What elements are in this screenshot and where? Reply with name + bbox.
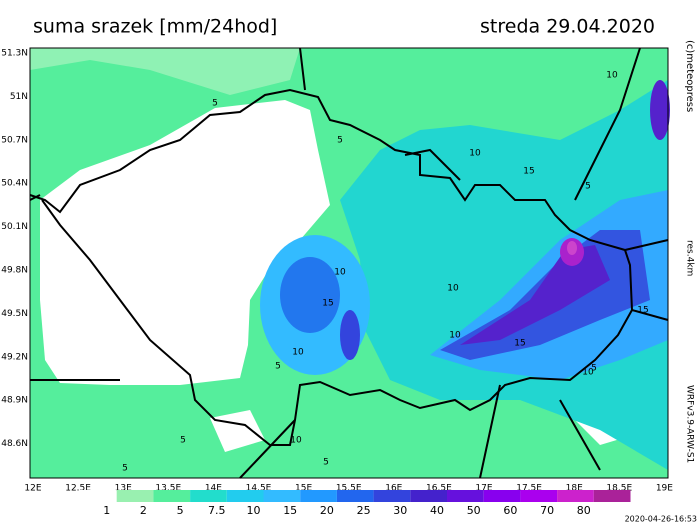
lon-label: 14.5E (246, 484, 272, 494)
lon-label: 15.5E (336, 484, 362, 494)
country-border (29, 88, 634, 446)
colorbar-swatch (373, 490, 411, 502)
colorbar-label: 5 (177, 504, 184, 517)
contour-label: 5 (212, 99, 218, 109)
contour-label: 10 (290, 436, 302, 446)
contour-label: 15 (322, 299, 333, 309)
lon-label: 16.5E (426, 484, 452, 494)
colorbar-swatch (226, 490, 264, 502)
contour-label: 5 (337, 136, 343, 146)
colorbar-swatch (153, 490, 191, 502)
colorbar-swatch (190, 490, 227, 502)
colorbar-label: 50 (467, 504, 481, 517)
lat-label: 48.6N (1, 439, 28, 449)
contour-label: 10 (447, 284, 459, 294)
lon-label: 12.5E (65, 484, 91, 494)
contour-label: 5 (585, 182, 591, 192)
colorbar-swatch (593, 490, 631, 502)
resolution: res.4km (685, 240, 695, 276)
colorbar-swatch (520, 490, 558, 502)
contour-label: 15 (523, 167, 534, 177)
lat-label: 49.5N (1, 309, 28, 319)
labels: 51.3N 51N 50.7N 50.4N 50.1N 49.8N 49.5N 49.2N 48… (1, 40, 697, 524)
rain-core (567, 241, 577, 255)
lat-label: 49.2N (1, 352, 28, 362)
lat-label: 50.1N (1, 222, 28, 232)
colorbar-label: 40 (430, 504, 444, 517)
lat-label: 50.7N (1, 135, 28, 145)
contour-label: 10 (469, 149, 481, 159)
colorbar-label: 60 (503, 504, 517, 517)
colorbar-label: 30 (393, 504, 407, 517)
colorbar-swatch (447, 490, 484, 502)
rain-cell (280, 257, 340, 333)
rain-core (460, 245, 610, 345)
rain-core (650, 80, 670, 140)
colorbar-swatch (116, 490, 154, 502)
contour-label: 15 (514, 339, 525, 349)
colorbar-swatch (336, 490, 374, 502)
lat-label: 51N (10, 92, 28, 102)
contour-label: 5 (122, 464, 128, 474)
colorbar-swatch (483, 490, 521, 502)
lon-label: 12E (24, 484, 41, 494)
lon-label: 18.5E (606, 484, 632, 494)
lon-label: 14E (205, 484, 222, 494)
contour-label: 5 (323, 458, 329, 468)
contour-label: 10 (606, 71, 618, 81)
colorbar-label: 1 (103, 504, 110, 517)
colorbar-label: 70 (540, 504, 554, 517)
contour-label: 10 (449, 331, 461, 341)
colorbar-swatch (410, 490, 447, 502)
lat-label: 48.9N (1, 396, 28, 406)
contour-label: 10 (292, 348, 304, 358)
colorbar-label: 15 (283, 504, 297, 517)
colorbar-label: 2 (140, 504, 147, 517)
lon-label: 19E (656, 484, 673, 494)
lon-label: 17E (475, 484, 492, 494)
contour-label: 5 (180, 436, 186, 446)
colorbar-label: 20 (320, 504, 334, 517)
colorbar-label: 10 (247, 504, 261, 517)
contour-label: 10 (582, 368, 594, 378)
light-field (30, 48, 300, 95)
lon-label: 15E (295, 484, 312, 494)
timestamp: 2020-04-26-16:53 (625, 515, 697, 524)
colorbar-swatch (263, 490, 301, 502)
colorbar-label: 7.5 (208, 504, 226, 517)
forecast-date: streda 29.04.2020 (480, 16, 655, 38)
colorbar-label: 80 (577, 504, 591, 517)
copyright: (c)meteopress (684, 40, 695, 112)
colorbar-swatch (557, 490, 594, 502)
contour-label: 5 (275, 362, 281, 372)
lon-label: 13.5E (155, 484, 181, 494)
model-name: WRFv3.9-ARW-S1 (685, 385, 695, 463)
colorbar-label: 25 (357, 504, 371, 517)
contour-label: 5 (591, 364, 597, 374)
contour-label: 15 (637, 306, 648, 316)
lon-label: 13E (115, 484, 132, 494)
lon-label: 16E (385, 484, 402, 494)
map-area (29, 47, 670, 479)
rain-cell (340, 310, 360, 360)
lat-label: 49.8N (1, 266, 28, 276)
lat-label: 50.4N (1, 179, 28, 189)
contour-label: 10 (334, 268, 346, 278)
colorbar-swatch (80, 490, 117, 502)
border-line (29, 47, 669, 479)
lat-label: 51.3N (1, 49, 28, 59)
lon-label: 18E (566, 484, 583, 494)
map-frame (29, 47, 669, 479)
dry-area (40, 100, 330, 385)
colorbar-swatch (300, 490, 337, 502)
lon-label: 17.5E (516, 484, 542, 494)
map-title: suma srazek [mm/24hod] (33, 16, 277, 38)
